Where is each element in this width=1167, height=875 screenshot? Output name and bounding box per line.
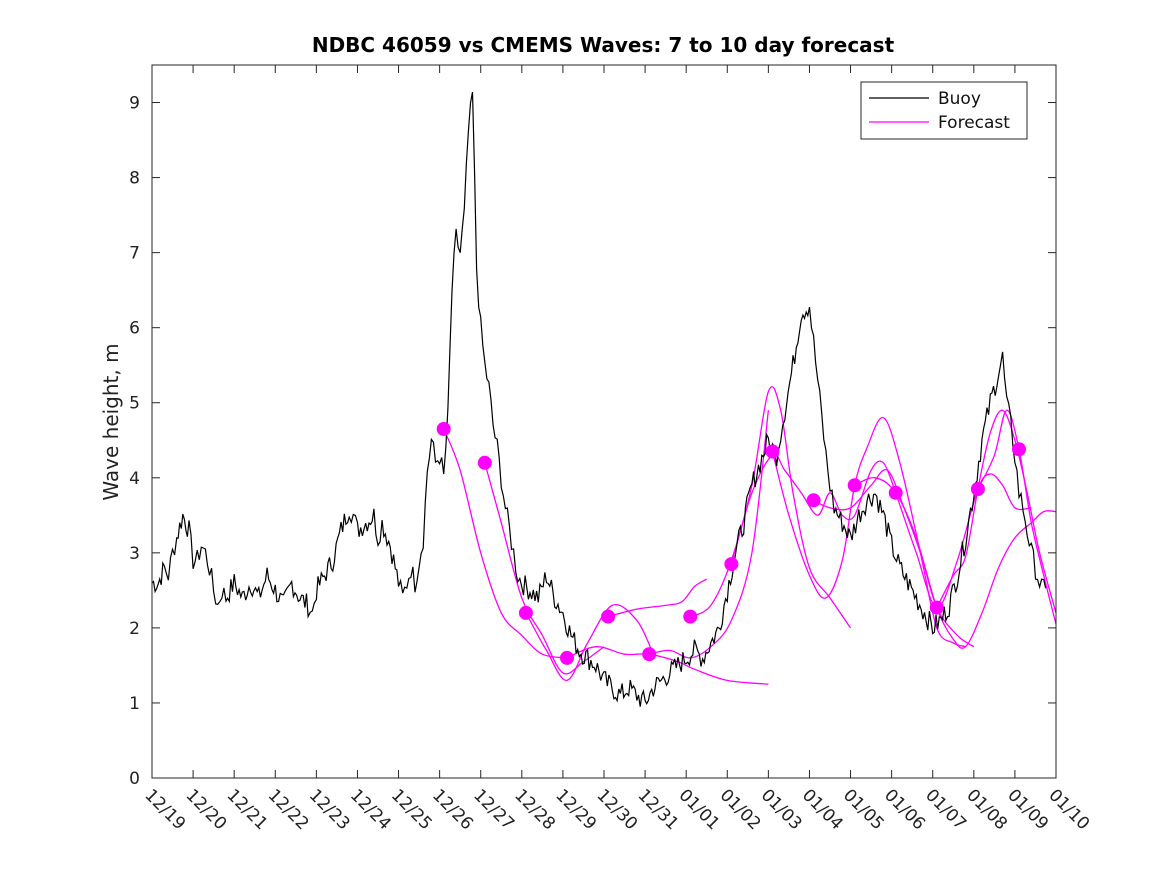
x-tick-label: 12/26 (428, 785, 477, 834)
forecast-marker (1012, 442, 1026, 457)
legend-forecast-label: Forecast (938, 113, 1010, 133)
forecast-marker (888, 485, 903, 500)
y-tick-label: 2 (129, 619, 140, 639)
chart-title: NDBC 46059 vs CMEMS Waves: 7 to 10 day f… (312, 33, 895, 57)
x-tick-label: 12/21 (223, 785, 272, 834)
y-tick-label: 1 (129, 694, 140, 714)
forecast-line (813, 468, 975, 648)
x-tick-label: 01/03 (757, 785, 806, 834)
forecast-line (525, 603, 654, 682)
forecast-marker (642, 647, 657, 662)
plot-frame (151, 64, 1057, 779)
forecast-markers (436, 422, 1026, 665)
x-tick-label: 01/04 (798, 785, 847, 834)
x-tick-label: 01/10 (1044, 785, 1093, 834)
y-tick-label: 6 (129, 319, 140, 339)
y-tick-label: 4 (129, 469, 140, 489)
forecast-marker (929, 600, 944, 615)
x-tick-label: 12/28 (510, 785, 559, 834)
forecast-marker (806, 493, 821, 508)
y-tick-label: 9 (129, 94, 140, 114)
x-tick-label: 12/24 (346, 785, 395, 834)
y-tick-label: 0 (129, 769, 140, 789)
legend-buoy-label: Buoy (938, 89, 981, 109)
x-tick-label: 12/29 (551, 785, 600, 834)
forecast-marker (560, 650, 574, 665)
x-tick-label: 12/25 (387, 785, 436, 834)
forecast-line (689, 386, 852, 629)
x-tick-label: 12/20 (182, 785, 231, 834)
y-axis-label: Wave height, m (99, 343, 123, 500)
x-tick-label: 01/01 (675, 785, 724, 834)
forecast-marker (477, 455, 492, 470)
plot-area (152, 65, 1056, 778)
x-tick-label: 12/31 (634, 785, 683, 834)
x-tick-label: 01/02 (716, 785, 765, 834)
forecast-line (771, 417, 966, 648)
y-axis-ticks: 0 1 2 3 4 5 6 7 8 9 (129, 94, 1056, 789)
y-tick-label: 8 (129, 169, 140, 189)
x-tick-label: 12/27 (469, 785, 518, 834)
forecast-line (607, 578, 708, 618)
forecast-line (566, 646, 769, 685)
x-tick-label: 01/06 (880, 785, 929, 834)
x-tick-label: 01/05 (839, 785, 888, 834)
forecast-marker (518, 605, 533, 620)
forecast-line (443, 428, 568, 659)
legend: Buoy Forecast (860, 81, 1028, 140)
y-tick-label: 5 (129, 394, 140, 414)
forecast-line (484, 462, 605, 675)
legend-box (860, 81, 1028, 140)
x-tick-label: 12/22 (264, 785, 313, 834)
forecast-marker (601, 609, 616, 624)
forecast-marker (683, 609, 698, 624)
y-tick-label: 3 (129, 544, 140, 564)
buoy-series-line (151, 91, 1047, 707)
forecast-marker (724, 557, 739, 572)
x-tick-label: 01/07 (921, 785, 970, 834)
y-tick-label: 7 (129, 244, 140, 264)
forecast-marker (970, 482, 985, 496)
forecast-marker (436, 422, 451, 436)
x-tick-label: 12/19 (140, 785, 189, 834)
x-tick-label: 12/30 (592, 785, 641, 834)
x-tick-label: 12/23 (305, 785, 354, 834)
forecast-marker (847, 478, 862, 493)
x-tick-label: 01/09 (1003, 785, 1052, 834)
forecast-marker (765, 444, 780, 459)
x-tick-label: 01/08 (962, 785, 1011, 834)
